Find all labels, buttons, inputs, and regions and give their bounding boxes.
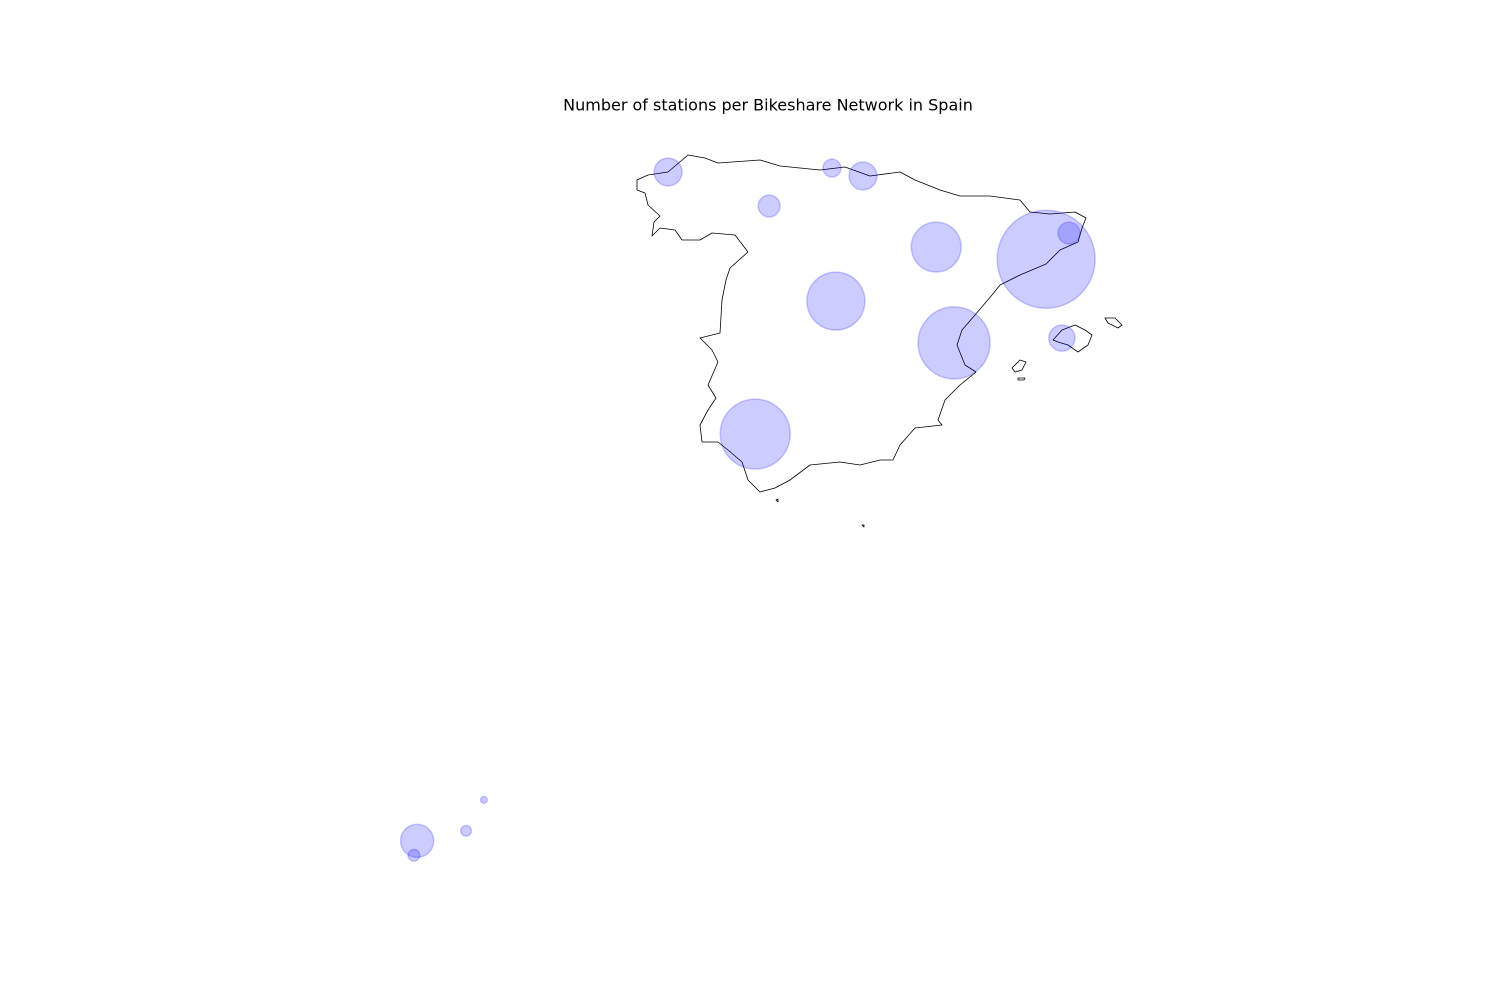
station-bubble xyxy=(848,161,878,191)
station-bubble xyxy=(479,795,489,804)
map-title: Number of stations per Bikeshare Network… xyxy=(563,96,973,115)
menorca-coast xyxy=(1104,317,1123,329)
station-bubble xyxy=(996,209,1096,309)
station-bubble xyxy=(917,306,991,380)
melilla-coast xyxy=(861,524,865,528)
station-bubble xyxy=(459,824,473,837)
station-bubble xyxy=(1048,324,1076,352)
station-bubble xyxy=(407,848,421,862)
station-bubble xyxy=(806,271,866,331)
station-bubble xyxy=(757,194,781,218)
station-bubble xyxy=(399,823,435,859)
station-bubble xyxy=(719,398,791,470)
mainland-coast xyxy=(636,154,1087,493)
mallorca-coast xyxy=(1052,324,1093,353)
station-bubble xyxy=(653,157,683,187)
formentera-coast xyxy=(1017,377,1026,381)
ceuta-coast xyxy=(775,498,779,503)
station-bubble xyxy=(1057,221,1081,245)
station-bubble xyxy=(910,221,962,273)
coastline xyxy=(636,154,1123,528)
station-bubble xyxy=(822,158,842,178)
ibiza-coast xyxy=(1011,359,1027,373)
